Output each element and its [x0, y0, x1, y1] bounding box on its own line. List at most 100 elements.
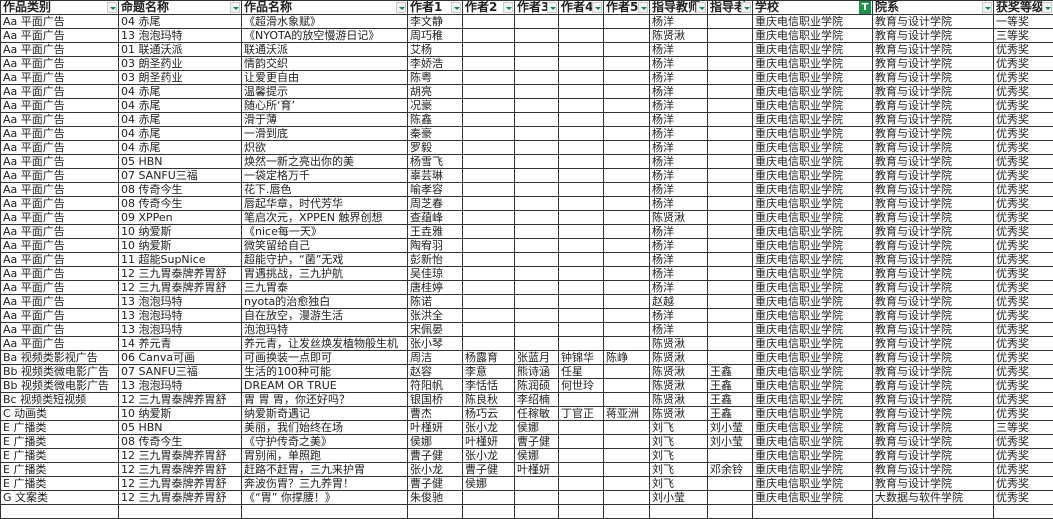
cell-topic[interactable]: 04 赤尾 — [119, 113, 242, 127]
cell-author5[interactable] — [604, 43, 650, 57]
cell-author4[interactable] — [559, 463, 604, 477]
cell-author2[interactable] — [463, 337, 515, 351]
cell-school[interactable]: 重庆电信职业学院 — [753, 113, 873, 127]
filter-dropdown-icon[interactable] — [230, 2, 240, 13]
cell-author3[interactable]: 陈润硕 — [515, 379, 559, 393]
cell-author2[interactable] — [463, 169, 515, 183]
cell-author3[interactable] — [515, 281, 559, 295]
cell-author3[interactable]: 侯娜 — [515, 421, 559, 435]
cell-author4[interactable] — [559, 323, 604, 337]
cell-award[interactable]: 三等奖 — [994, 29, 1053, 43]
cell-advisor[interactable]: 刘飞 — [650, 435, 708, 449]
cell-author3[interactable] — [515, 43, 559, 57]
cell-author5[interactable]: 陈峥 — [604, 351, 650, 365]
cell-award[interactable]: 优秀奖 — [994, 281, 1053, 295]
cell-category[interactable]: Aa 平面广告 — [1, 85, 119, 99]
cell-category[interactable]: Aa 平面广告 — [1, 141, 119, 155]
cell-advisor2[interactable]: 王鑫 — [708, 365, 753, 379]
cell-award[interactable]: 优秀奖 — [994, 365, 1053, 379]
cell-department[interactable]: 教育与设计学院 — [873, 267, 994, 281]
cell-topic[interactable]: 05 HBN — [119, 155, 242, 169]
column-header-advisor2[interactable]: 指导老 — [708, 1, 753, 15]
cell-department[interactable]: 教育与设计学院 — [873, 337, 994, 351]
cell-department[interactable]: 教育与设计学院 — [873, 85, 994, 99]
cell-award[interactable]: 优秀奖 — [994, 155, 1053, 169]
cell-author2[interactable] — [463, 113, 515, 127]
cell-school[interactable]: 重庆电信职业学院 — [753, 267, 873, 281]
cell-department[interactable]: 教育与设计学院 — [873, 225, 994, 239]
cell-author3[interactable] — [515, 183, 559, 197]
cell-department[interactable]: 大数据与软件学院 — [873, 491, 994, 505]
cell-department[interactable]: 教育与设计学院 — [873, 183, 994, 197]
cell-category[interactable]: Aa 平面广告 — [1, 267, 119, 281]
cell-author2[interactable] — [463, 239, 515, 253]
cell-work-title[interactable]: 超能守护，“菌”无戏 — [242, 253, 408, 267]
cell-award[interactable]: 优秀奖 — [994, 393, 1053, 407]
cell-author1[interactable]: 唐桂婷 — [408, 281, 463, 295]
cell-award[interactable]: 优秀奖 — [994, 253, 1053, 267]
cell-school[interactable]: 重庆电信职业学院 — [753, 435, 873, 449]
cell-author5[interactable] — [604, 379, 650, 393]
cell-advisor[interactable]: 杨洋 — [650, 169, 708, 183]
cell-department[interactable]: 教育与设计学院 — [873, 43, 994, 57]
cell-author3[interactable] — [515, 267, 559, 281]
cell-author1[interactable]: 罗毅 — [408, 141, 463, 155]
cell-school[interactable]: 重庆电信职业学院 — [753, 85, 873, 99]
cell-author4[interactable] — [559, 505, 604, 519]
cell-topic[interactable]: 05 HBN — [119, 421, 242, 435]
cell-author2[interactable] — [463, 85, 515, 99]
cell-author3[interactable] — [515, 253, 559, 267]
cell-advisor[interactable]: 杨洋 — [650, 43, 708, 57]
cell-author4[interactable] — [559, 295, 604, 309]
cell-category[interactable]: Ba 视频类影视广告 — [1, 351, 119, 365]
cell-school[interactable]: 重庆电信职业学院 — [753, 295, 873, 309]
cell-school[interactable]: 重庆电信职业学院 — [753, 449, 873, 463]
cell-author1[interactable]: 查蕴峰 — [408, 211, 463, 225]
cell-advisor2[interactable] — [708, 15, 753, 29]
cell-school[interactable]: 重庆电信职业学院 — [753, 491, 873, 505]
cell-department[interactable]: 教育与设计学院 — [873, 295, 994, 309]
cell-school[interactable]: 重庆电信职业学院 — [753, 15, 873, 29]
cell-advisor[interactable]: 陈贤湫 — [650, 393, 708, 407]
cell-category[interactable]: Aa 平面广告 — [1, 29, 119, 43]
cell-school[interactable]: 重庆电信职业学院 — [753, 337, 873, 351]
cell-author3[interactable] — [515, 323, 559, 337]
cell-author4[interactable] — [559, 127, 604, 141]
cell-award[interactable]: 优秀奖 — [994, 267, 1053, 281]
cell-advisor[interactable]: 杨洋 — [650, 225, 708, 239]
cell-topic[interactable]: 12 三九胃泰牌养胃舒 — [119, 491, 242, 505]
cell-category[interactable]: Aa 平面广告 — [1, 169, 119, 183]
cell-advisor[interactable]: 陈贤湫 — [650, 379, 708, 393]
cell-department[interactable]: 教育与设计学院 — [873, 169, 994, 183]
cell-school[interactable]: 重庆电信职业学院 — [753, 155, 873, 169]
cell-department[interactable]: 教育与设计学院 — [873, 351, 994, 365]
cell-author5[interactable] — [604, 295, 650, 309]
cell-category[interactable]: E 广播类 — [1, 477, 119, 491]
cell-author5[interactable]: 蒋亚洲 — [604, 407, 650, 421]
cell-category[interactable]: Aa 平面广告 — [1, 99, 119, 113]
cell-department[interactable]: 教育与设计学院 — [873, 309, 994, 323]
cell-school[interactable]: 重庆电信职业学院 — [753, 43, 873, 57]
cell-category[interactable]: Aa 平面广告 — [1, 253, 119, 267]
cell-author5[interactable] — [604, 505, 650, 519]
cell-topic[interactable]: 13 泡泡玛特 — [119, 323, 242, 337]
cell-advisor2[interactable] — [708, 323, 753, 337]
cell-author3[interactable] — [515, 127, 559, 141]
cell-advisor[interactable]: 杨洋 — [650, 71, 708, 85]
cell-category[interactable]: Aa 平面广告 — [1, 57, 119, 71]
cell-topic[interactable]: 04 赤尾 — [119, 85, 242, 99]
cell-topic[interactable]: 12 三九胃泰牌养胃舒 — [119, 463, 242, 477]
cell-advisor[interactable] — [650, 505, 708, 519]
cell-author3[interactable] — [515, 99, 559, 113]
cell-author3[interactable]: 叶槿妍 — [515, 463, 559, 477]
cell-advisor2[interactable]: 邓余铃 — [708, 463, 753, 477]
cell-school[interactable]: 重庆电信职业学院 — [753, 379, 873, 393]
cell-department[interactable]: 教育与设计学院 — [873, 141, 994, 155]
cell-advisor2[interactable] — [708, 267, 753, 281]
cell-author1[interactable]: 符阳帆 — [408, 379, 463, 393]
cell-school[interactable]: 重庆电信职业学院 — [753, 211, 873, 225]
cell-author2[interactable] — [463, 225, 515, 239]
cell-author1[interactable]: 周洁 — [408, 351, 463, 365]
cell-award[interactable]: 优秀奖 — [994, 295, 1053, 309]
cell-author3[interactable] — [515, 197, 559, 211]
